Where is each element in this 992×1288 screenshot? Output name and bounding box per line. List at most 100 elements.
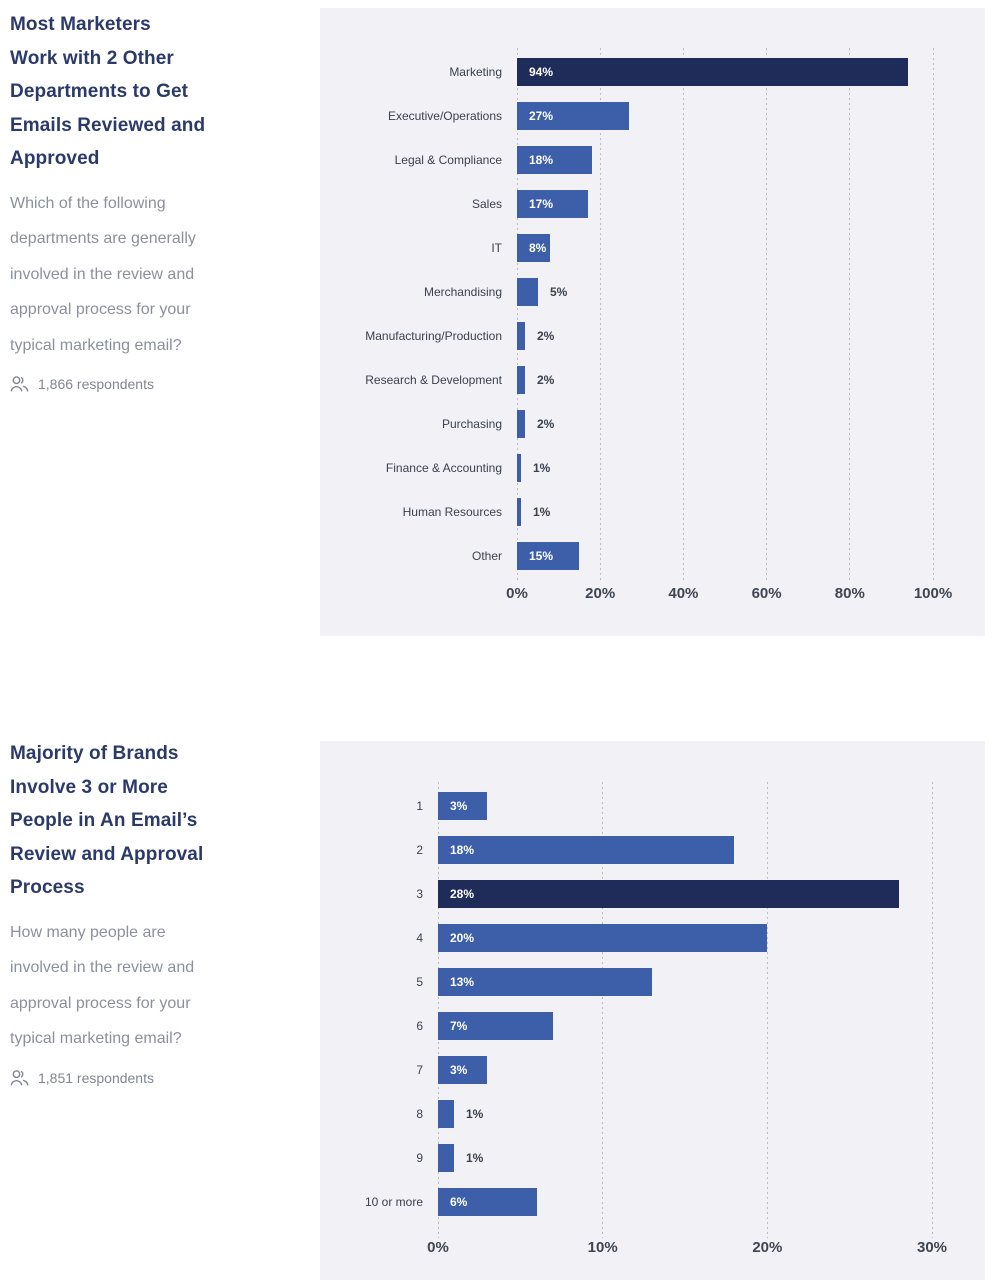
- category-label: Purchasing: [441, 417, 502, 431]
- respondents-count: 1,866 respondents: [38, 376, 154, 392]
- value-label: 20%: [450, 931, 475, 945]
- section-1-respondents: 1,866 respondents: [10, 374, 262, 394]
- section-1-text: Most Marketers Work with 2 Other Departm…: [10, 8, 262, 394]
- category-label: IT: [491, 241, 502, 255]
- category-label: 6: [416, 1019, 423, 1033]
- value-label: 1%: [466, 1107, 484, 1121]
- chart-row: Research & Development 2%: [320, 358, 933, 402]
- bar-track: 2%: [517, 314, 933, 358]
- bar: 28%: [438, 880, 900, 908]
- value-label: 13%: [450, 975, 475, 989]
- chart-row: 6 7%: [320, 1004, 932, 1048]
- value-label: 18%: [529, 153, 554, 167]
- bar-track: 18%: [438, 828, 932, 872]
- category-label: 10 or more: [364, 1195, 423, 1209]
- chart-row: Marketing 94%: [320, 50, 933, 94]
- axis-tick-label: 20%: [752, 1239, 783, 1256]
- category-label: 7: [416, 1063, 423, 1077]
- gridline: [766, 782, 768, 1238]
- value-label: 2%: [537, 417, 555, 431]
- bar: 27%: [517, 102, 630, 130]
- people-icon: [10, 1069, 29, 1087]
- category-label: Human Resources: [402, 505, 502, 519]
- chart-row: Manufacturing/Production 2%: [320, 314, 933, 358]
- bar-track: 94%: [517, 50, 933, 94]
- bar: 15%: [517, 542, 580, 570]
- bar-track: 1%: [438, 1136, 932, 1180]
- gridline: [931, 782, 933, 1238]
- category-label: 4: [416, 931, 423, 945]
- axis-tick-label: 80%: [834, 585, 865, 602]
- bar-track: 2%: [517, 402, 933, 446]
- axis-tick-label: 0%: [427, 1239, 449, 1256]
- value-label: 1%: [466, 1151, 484, 1165]
- chart-row: 2 18%: [320, 828, 932, 872]
- value-label: 2%: [537, 329, 555, 343]
- category-label: 8: [416, 1107, 423, 1121]
- bar: 7%: [438, 1012, 554, 1040]
- bar: [517, 366, 526, 394]
- chart-row: 8 1%: [320, 1092, 932, 1136]
- value-label: 3%: [450, 799, 468, 813]
- section-2-respondents: 1,851 respondents: [10, 1068, 262, 1088]
- bar: 17%: [517, 190, 588, 218]
- bar: 3%: [438, 792, 488, 820]
- bar-track: 1%: [438, 1092, 932, 1136]
- bar-track: 18%: [517, 138, 933, 182]
- bar-track: 1%: [517, 446, 933, 490]
- value-label: 6%: [450, 1195, 468, 1209]
- bar: 13%: [438, 968, 653, 996]
- chart-row: Other 15%: [320, 534, 933, 578]
- section-2-text: Majority of Brands Involve 3 or More Peo…: [10, 737, 262, 1088]
- chart-row: 7 3%: [320, 1048, 932, 1092]
- bar: 3%: [438, 1056, 488, 1084]
- chart-rows: Marketing 94% Executive/Operations 27% Legal…: [320, 50, 933, 578]
- bar-track: 15%: [517, 534, 933, 578]
- bar: 18%: [517, 146, 592, 174]
- category-label: Manufacturing/Production: [365, 329, 502, 343]
- gridline: [602, 782, 604, 1238]
- category-label: Sales: [471, 197, 502, 211]
- category-label: Finance & Accounting: [385, 461, 502, 475]
- value-label: 1%: [533, 505, 551, 519]
- bar: [517, 322, 526, 350]
- chart-row: 10 or more 6%: [320, 1180, 932, 1224]
- grid-area: [516, 48, 934, 582]
- value-label: 7%: [450, 1019, 468, 1033]
- value-label: 17%: [529, 197, 554, 211]
- bar-track: 13%: [438, 960, 932, 1004]
- chart-row: Sales 17%: [320, 182, 933, 226]
- chart-panel-departments: Marketing 94% Executive/Operations 27% Legal…: [320, 8, 985, 636]
- bar-track: 3%: [438, 784, 932, 828]
- bar-track: 6%: [438, 1180, 932, 1224]
- bar: 18%: [438, 836, 735, 864]
- gridline: [932, 48, 934, 582]
- gridline: [766, 48, 768, 582]
- bar: 8%: [517, 234, 551, 262]
- bar: [438, 1144, 455, 1172]
- bar: 20%: [438, 924, 768, 952]
- x-axis: 0% 20% 40% 60% 80% 100%: [506, 585, 952, 605]
- chart-row: Executive/Operations 27%: [320, 94, 933, 138]
- value-label: 18%: [450, 843, 475, 857]
- gridline: [516, 48, 518, 582]
- bar-track: 5%: [517, 270, 933, 314]
- departments-bar-chart: Marketing 94% Executive/Operations 27% Legal…: [320, 8, 985, 636]
- value-label: 5%: [550, 285, 568, 299]
- axis-tick-label: 10%: [587, 1239, 618, 1256]
- value-label: 2%: [537, 373, 555, 387]
- chart-row: Human Resources 1%: [320, 490, 933, 534]
- chart-row: 1 3%: [320, 784, 932, 828]
- axis-tick-label: 20%: [585, 585, 616, 602]
- value-label: 94%: [529, 65, 554, 79]
- x-axis: 0% 10% 20% 30%: [427, 1239, 947, 1259]
- chart-row: 4 20%: [320, 916, 932, 960]
- bar-track: 8%: [517, 226, 933, 270]
- value-label: 28%: [450, 887, 475, 901]
- bar: [517, 454, 522, 482]
- category-label: 3: [416, 887, 423, 901]
- category-label: Marketing: [449, 65, 502, 79]
- chart-panel-people-count: 1 3% 2 18% 3 28% 4 20% 5 13% 6 7% 7 3% 8 1% 9 1% 10 or mor…: [320, 741, 985, 1280]
- section-2-subtitle: How many people are involved in the revi…: [10, 923, 195, 1048]
- grid-area: [437, 782, 933, 1238]
